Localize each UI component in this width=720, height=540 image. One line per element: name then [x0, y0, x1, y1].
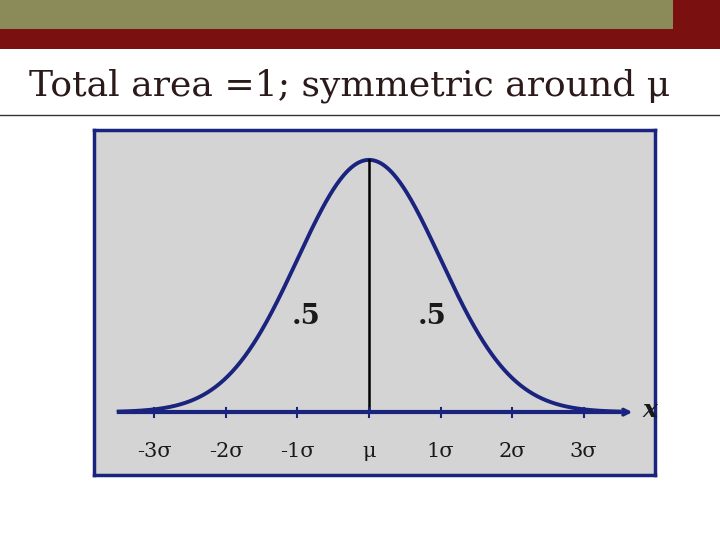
Text: -1σ: -1σ — [280, 442, 315, 461]
Text: -3σ: -3σ — [137, 442, 172, 461]
Text: x: x — [642, 397, 657, 422]
Text: .5: .5 — [292, 303, 320, 330]
Text: μ: μ — [362, 442, 376, 461]
Text: 1σ: 1σ — [427, 442, 454, 461]
Text: -2σ: -2σ — [209, 442, 243, 461]
Text: 3σ: 3σ — [570, 442, 598, 461]
Text: Total area =1; symmetric around μ: Total area =1; symmetric around μ — [29, 68, 670, 103]
Text: .5: .5 — [418, 303, 446, 330]
Text: 2σ: 2σ — [498, 442, 526, 461]
